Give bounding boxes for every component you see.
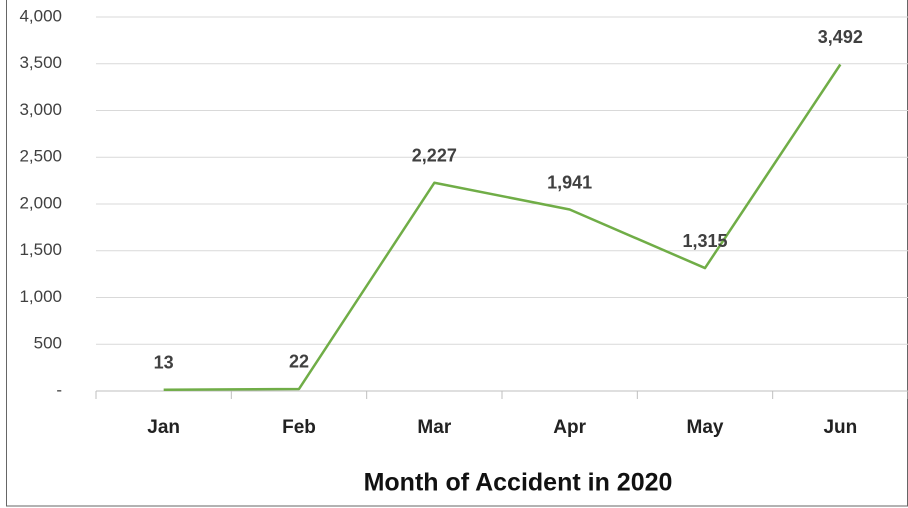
x-axis-title: Month of Accident in 2020	[364, 469, 673, 497]
y-tick-label: 4,000	[19, 6, 62, 25]
y-tick-label: -	[56, 380, 62, 399]
x-tick-label: May	[687, 417, 724, 438]
x-tick-label: Jun	[823, 417, 857, 438]
chart-frame	[6, 0, 908, 507]
data-line	[163, 63, 842, 392]
x-tick-label: Mar	[417, 417, 451, 438]
y-tick-label: 1,000	[19, 287, 62, 306]
y-tick-label: 3,000	[19, 100, 62, 119]
y-tick-label: 1,500	[19, 240, 62, 259]
x-tick-label: Feb	[282, 417, 316, 438]
data-label: 22	[289, 352, 309, 372]
x-tick-label: Apr	[553, 417, 586, 438]
data-label: 1,941	[547, 172, 592, 192]
y-tick-label: 2,000	[19, 193, 62, 212]
y-tick-label: 3,500	[19, 53, 62, 72]
y-tick-label: 2,500	[19, 147, 62, 166]
data-label: 2,227	[412, 146, 457, 166]
data-label: 13	[154, 353, 174, 373]
data-label: 1,315	[682, 231, 727, 251]
x-tick-label: Jan	[147, 417, 180, 438]
y-tick-label: 500	[34, 334, 62, 353]
data-label: 3,492	[818, 27, 863, 47]
